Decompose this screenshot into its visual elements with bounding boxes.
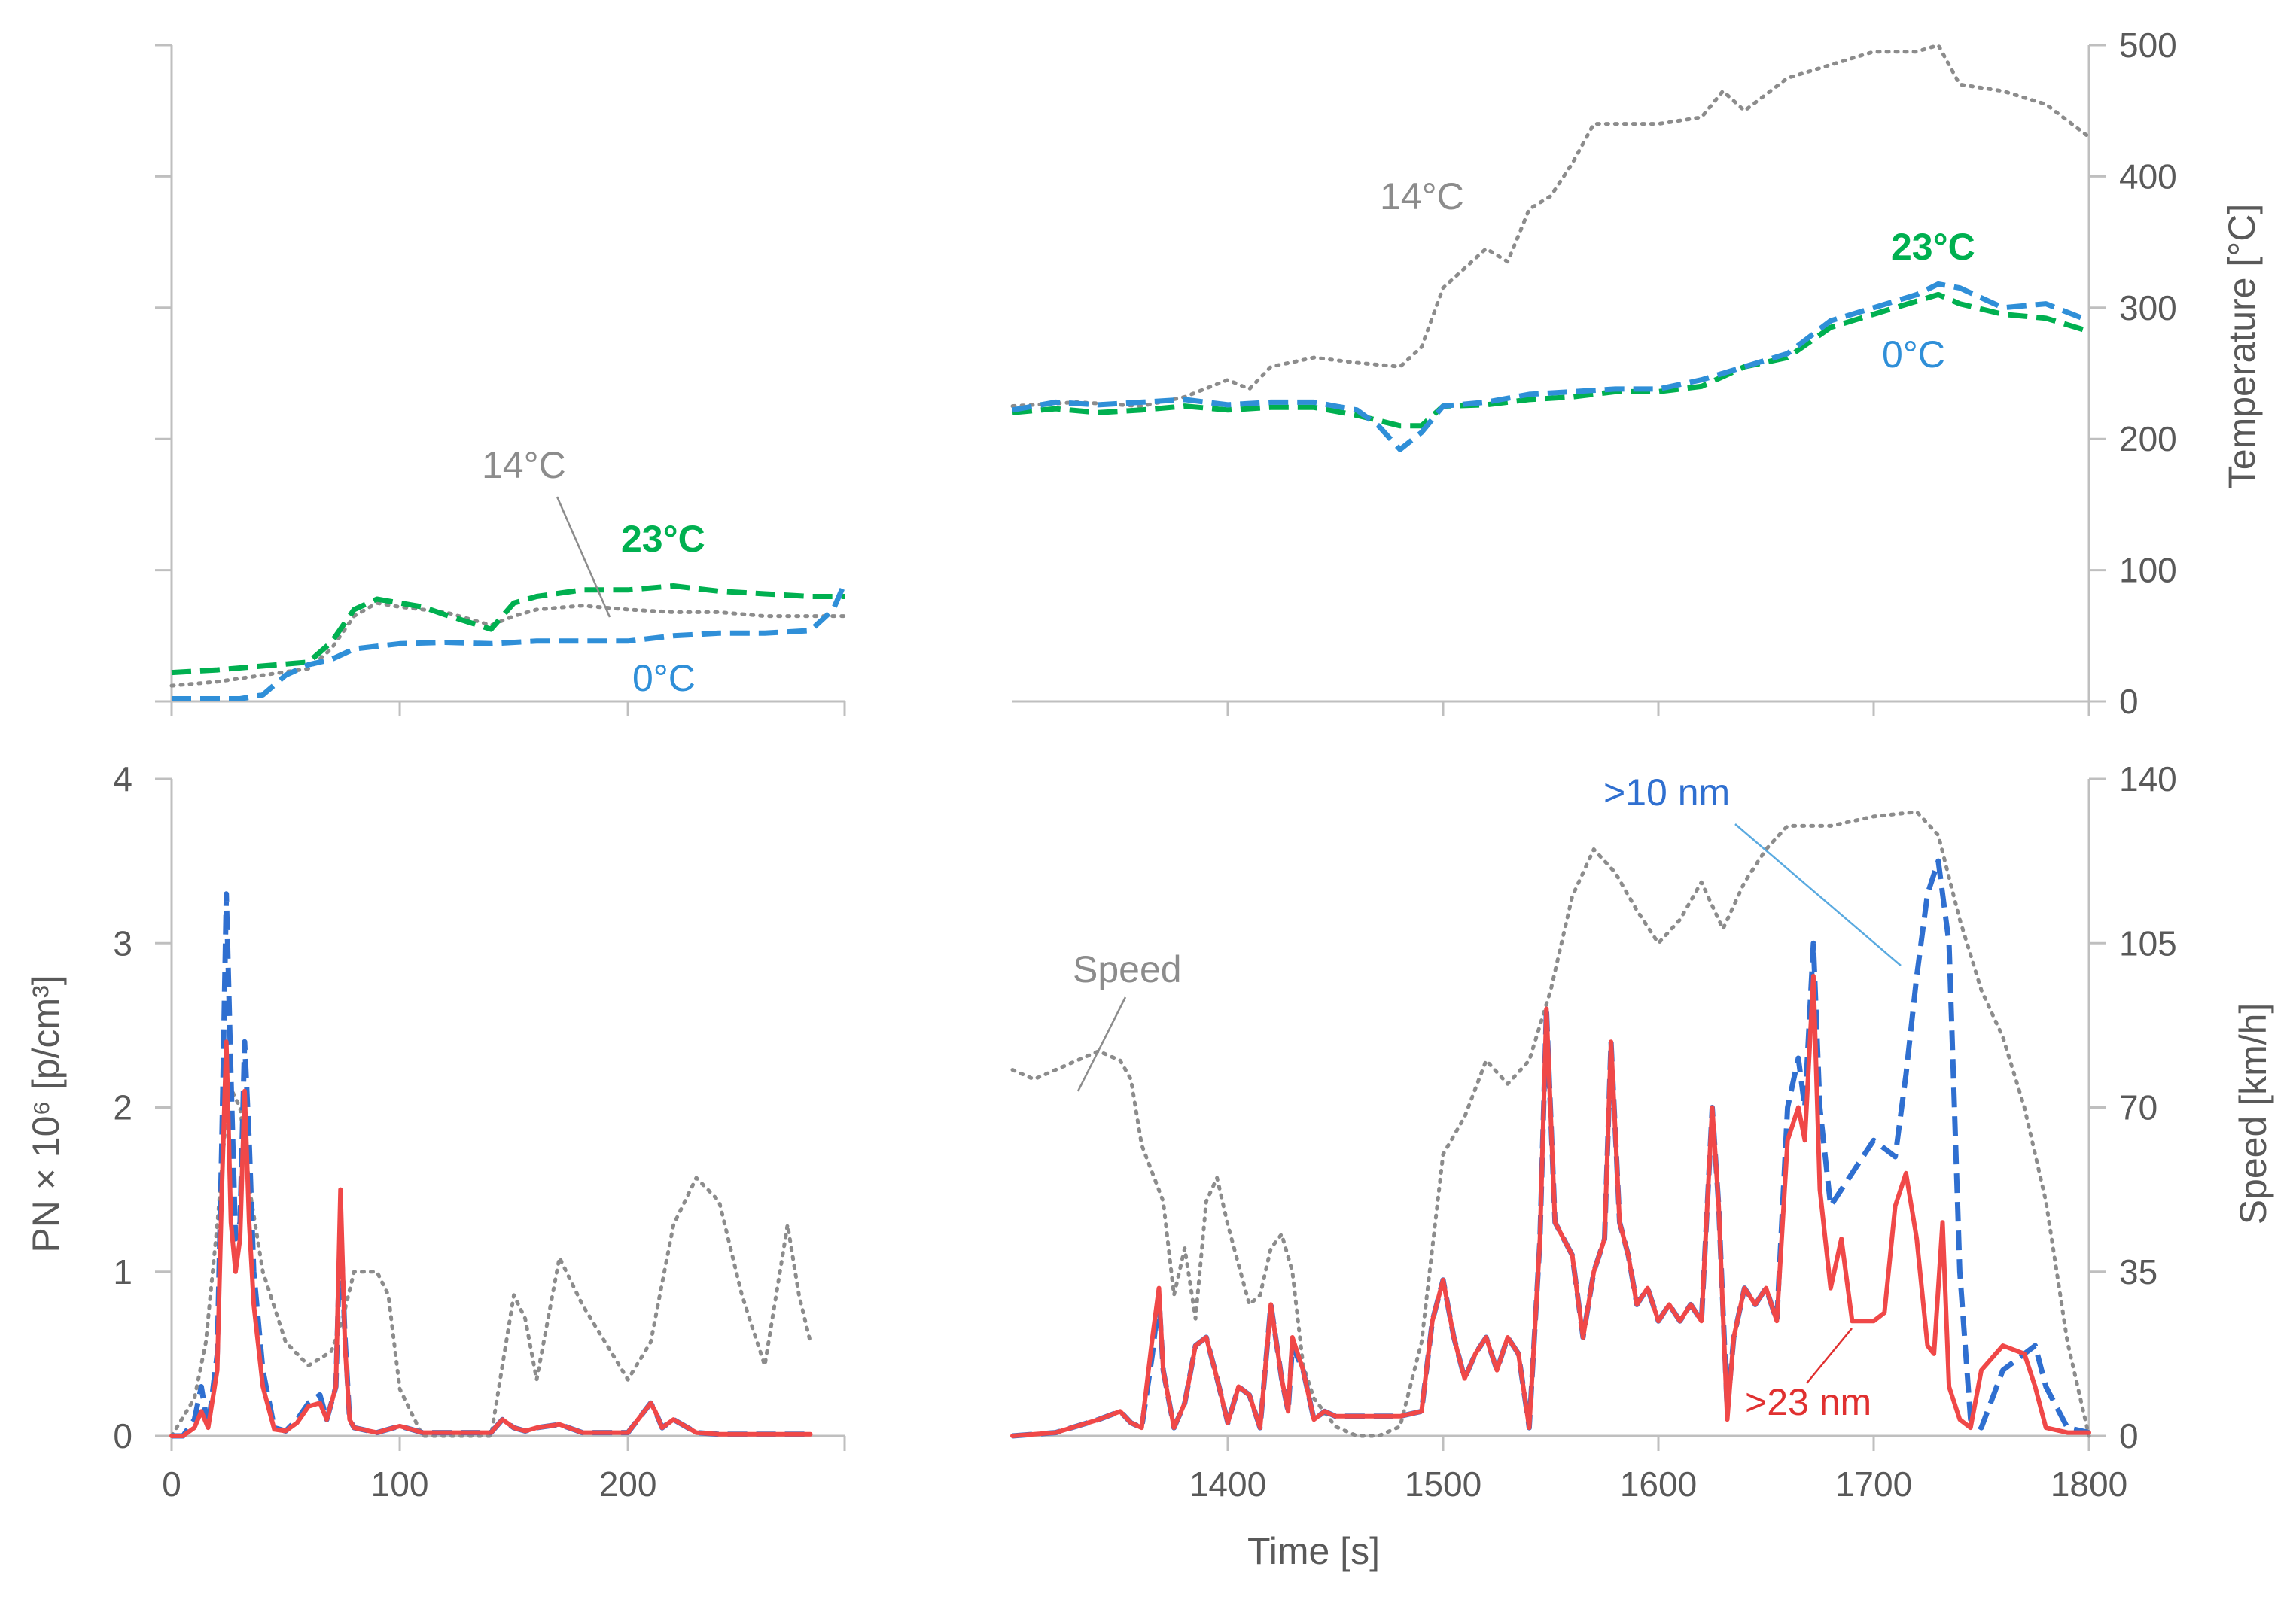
label-layer: 0 100 200 300 400 500 0 1 2 3 4 0 100 200 0 35 70 105 140 1… [113, 26, 2176, 1504]
anno-14c-right: 14°C [1380, 175, 1464, 217]
pn-tick-label: 1 [113, 1252, 132, 1291]
speed-tick-label: 105 [2119, 923, 2177, 963]
anno-10nm: >10 nm [1603, 771, 1730, 814]
x-tick-label: 1600 [1620, 1465, 1697, 1504]
pn-right-series-speed [1010, 810, 2091, 1438]
anno-23c-right: 23°C [1891, 226, 1975, 268]
speed-tick-label: 70 [2119, 1088, 2157, 1127]
left-pn-axis-title: PN × 10⁶ [p/cm³] [25, 975, 67, 1252]
anno-14c-left: 14°C [482, 444, 566, 486]
x-axis-title: Time [s] [1247, 1530, 1380, 1572]
right-temperature-axis-title: Temperature [°C] [2221, 204, 2263, 488]
anno-14c-left-leader [556, 496, 611, 618]
anno-23nm-leader [1806, 1328, 1853, 1384]
series-layer [169, 43, 2091, 1439]
pn-tick-label: 3 [113, 923, 132, 963]
anno-10nm-leader [1734, 823, 1902, 966]
temp-right-series-0c [1012, 281, 2090, 452]
speed-tick-label: 0 [2119, 1416, 2139, 1456]
temperature-tick-label: 100 [2119, 551, 2177, 590]
anno-speed: Speed [1073, 948, 1182, 990]
anno-speed-leader [1076, 996, 1127, 1092]
temperature-tick-label: 500 [2119, 26, 2177, 65]
anno-23nm: >23 nm [1745, 1381, 1871, 1423]
pn-tick-label: 4 [113, 759, 132, 798]
temperature-tick-label: 400 [2119, 157, 2177, 196]
pn-tick-label: 0 [113, 1416, 132, 1456]
pn-right-series-23nm [1010, 973, 2091, 1438]
anno-0c-left: 0°C [632, 657, 696, 699]
temp-left-series-0c [172, 582, 848, 701]
anno-23c-left: 23°C [621, 518, 705, 560]
temp-right-series-23c [1012, 291, 2090, 429]
temperature-tick-label: 0 [2119, 682, 2139, 721]
x-tick-label: 1800 [2051, 1465, 2127, 1504]
x-tick-label: 200 [599, 1465, 657, 1504]
pn-left-series-23nm [169, 1039, 813, 1438]
anno-0c-right: 0°C [1882, 333, 1945, 376]
temp-right-series-14c [1010, 43, 2091, 409]
pn-left-series-speed [169, 1081, 812, 1438]
speed-tick-label: 140 [2119, 759, 2177, 798]
temperature-tick-label: 200 [2119, 419, 2177, 458]
pn-tick-label: 2 [113, 1088, 132, 1127]
x-tick-label: 100 [371, 1465, 429, 1504]
x-tick-label: 1700 [1835, 1465, 1912, 1504]
temp-left-series-23c [171, 583, 845, 676]
right-speed-axis-title: Speed [km/h] [2232, 1003, 2274, 1225]
axes-layer [155, 44, 2106, 1451]
temperature-tick-label: 300 [2119, 288, 2177, 327]
x-tick-label: 0 [162, 1465, 181, 1504]
x-tick-label: 1400 [1189, 1465, 1266, 1504]
x-tick-label: 1500 [1405, 1465, 1481, 1504]
speed-tick-label: 35 [2119, 1252, 2157, 1291]
